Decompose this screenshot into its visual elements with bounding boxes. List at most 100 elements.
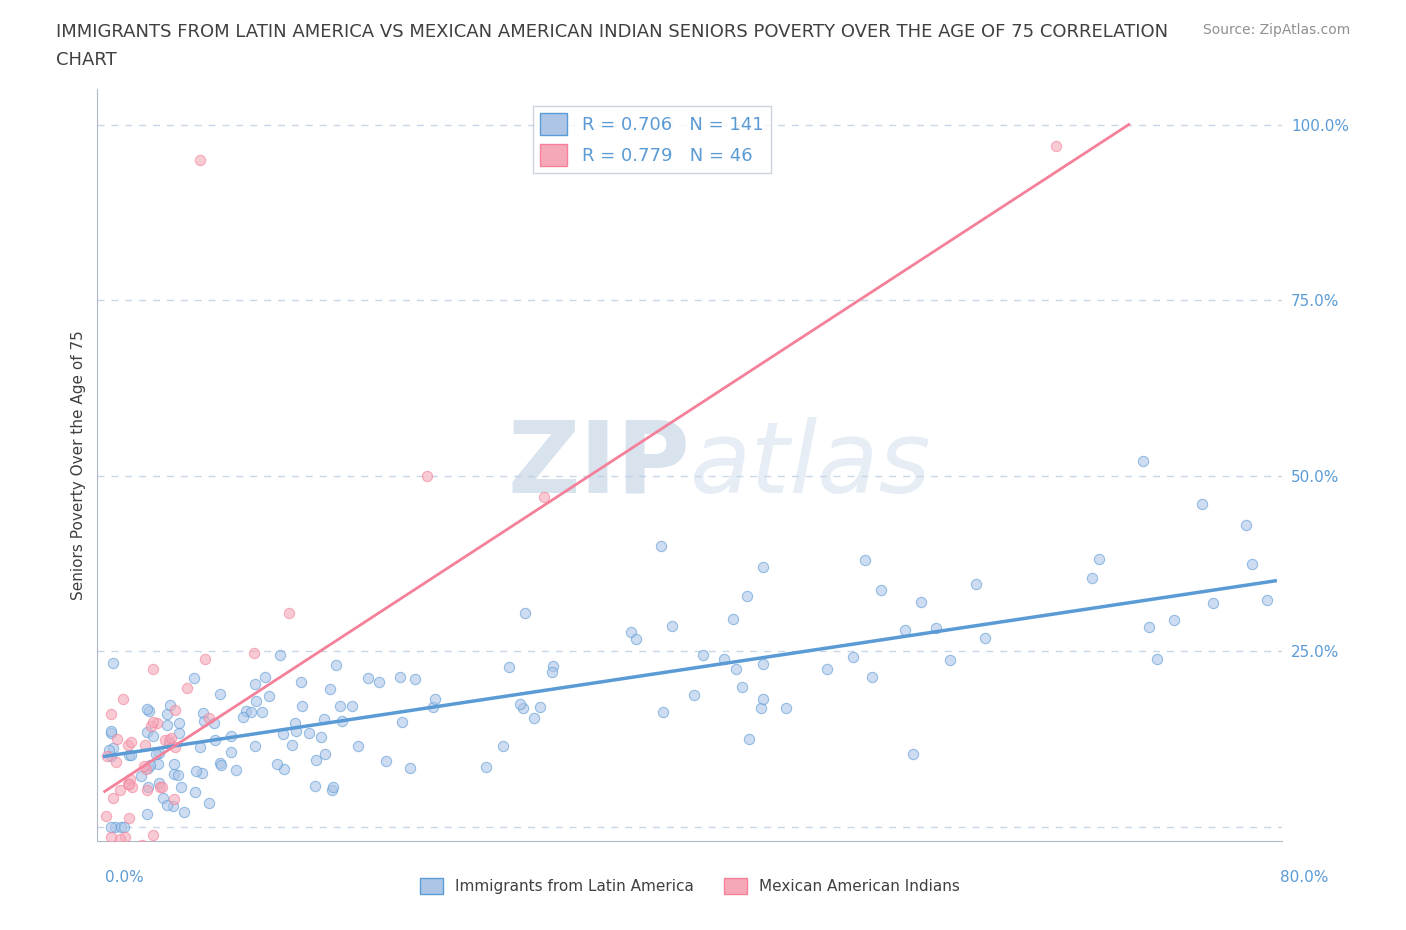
Point [620, 625, 643, 640]
Point [731, 679, 754, 694]
Point [150, 779, 173, 794]
Point [841, 650, 863, 665]
Point [191, 705, 214, 720]
Point [134, 737, 156, 752]
Point [198, 711, 221, 725]
Point [257, 688, 280, 703]
Point [209, 757, 232, 772]
Point [974, 631, 997, 645]
Point [96, 809, 118, 824]
Point [1137, 619, 1160, 634]
Text: 0.0%: 0.0% [105, 870, 145, 884]
Point [498, 659, 520, 674]
Point [110, 819, 132, 834]
Point [157, 733, 180, 748]
Point [925, 620, 948, 635]
Point [250, 705, 273, 720]
Point [870, 582, 893, 597]
Text: ZIP: ZIP [508, 417, 690, 513]
Point [156, 707, 179, 722]
Point [219, 745, 242, 760]
Point [314, 746, 336, 761]
Point [165, 703, 187, 718]
Point [121, 748, 143, 763]
Point [108, 831, 131, 846]
Point [163, 791, 186, 806]
Point [290, 675, 312, 690]
Point [104, 755, 127, 770]
Point [121, 779, 143, 794]
Point [142, 827, 165, 842]
Point [163, 766, 186, 781]
Point [513, 605, 536, 620]
Point [1202, 596, 1225, 611]
Point [269, 647, 291, 662]
Point [157, 736, 180, 751]
Point [357, 671, 380, 686]
Point [114, 830, 136, 844]
Point [738, 731, 761, 746]
Point [101, 656, 124, 671]
Point [322, 779, 344, 794]
Point [117, 748, 139, 763]
Point [1163, 613, 1185, 628]
Point [278, 605, 301, 620]
Point [423, 691, 446, 706]
Point [855, 552, 877, 567]
Text: IMMIGRANTS FROM LATIN AMERICA VS MEXICAN AMERICAN INDIAN SENIORS POVERTY OVER TH: IMMIGRANTS FROM LATIN AMERICA VS MEXICAN… [56, 23, 1168, 41]
Point [910, 594, 932, 609]
Point [96, 749, 118, 764]
Point [170, 779, 193, 794]
Text: atlas: atlas [690, 417, 932, 513]
Point [284, 715, 307, 730]
Point [652, 705, 675, 720]
Point [965, 577, 987, 591]
Point [1087, 551, 1109, 566]
Point [190, 765, 212, 780]
Point [225, 763, 247, 777]
Point [120, 772, 142, 787]
Point [533, 489, 555, 504]
Point [148, 746, 170, 761]
Point [117, 777, 139, 791]
Point [474, 760, 496, 775]
Point [391, 714, 413, 729]
Point [751, 657, 773, 671]
Point [368, 675, 391, 690]
Point [145, 747, 167, 762]
Point [939, 653, 962, 668]
Point [624, 631, 647, 646]
Point [281, 737, 304, 752]
Point [1132, 454, 1154, 469]
Point [245, 738, 267, 753]
Legend: R = 0.706   N = 141, R = 0.779   N = 46: R = 0.706 N = 141, R = 0.779 N = 46 [533, 106, 770, 174]
Point [1240, 557, 1263, 572]
Point [131, 838, 153, 853]
Point [135, 782, 157, 797]
Point [404, 671, 426, 686]
Point [153, 732, 176, 747]
Point [232, 710, 254, 724]
Text: 80.0%: 80.0% [1281, 870, 1329, 884]
Point [422, 699, 444, 714]
Point [901, 747, 924, 762]
Point [266, 757, 288, 772]
Point [117, 777, 139, 791]
Point [389, 670, 412, 684]
Point [523, 711, 546, 725]
Point [136, 779, 159, 794]
Point [735, 589, 758, 604]
Point [156, 718, 179, 733]
Point [209, 755, 232, 770]
Point [347, 738, 370, 753]
Point [208, 686, 231, 701]
Point [284, 724, 307, 738]
Point [752, 692, 775, 707]
Point [512, 700, 534, 715]
Point [108, 782, 131, 797]
Point [749, 700, 772, 715]
Point [167, 767, 190, 782]
Point [134, 759, 156, 774]
Point [860, 669, 883, 684]
Point [131, 769, 153, 784]
